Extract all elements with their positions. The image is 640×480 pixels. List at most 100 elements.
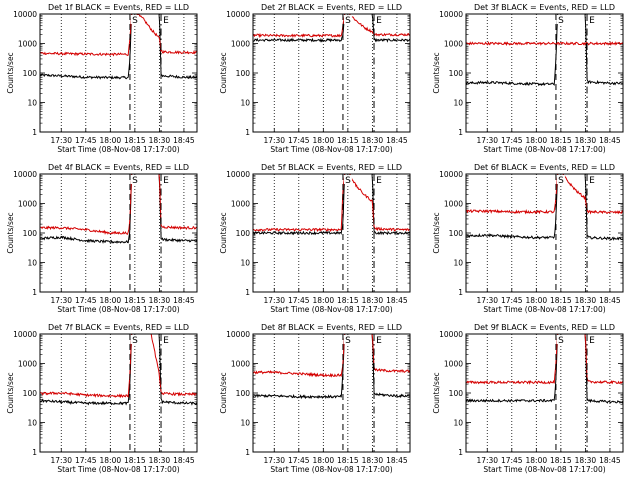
- series-line-lld: [253, 334, 410, 378]
- series-line-lld: [466, 174, 623, 215]
- x-tick-label: 18:30: [575, 456, 597, 465]
- series-line-lld: [40, 14, 197, 57]
- marker-label-e: E: [163, 16, 169, 26]
- marker-label-s: S: [345, 16, 351, 26]
- marker-label-e: E: [163, 176, 169, 186]
- x-tick-label: 18:45: [599, 136, 621, 145]
- y-tick-label: 10000: [439, 10, 463, 19]
- plot-area: [466, 174, 623, 241]
- y-tick-label: 1: [245, 128, 250, 137]
- chart-title: Det 7f BLACK = Events, RED = LLD: [48, 323, 189, 332]
- marker-label-bg: [162, 15, 171, 24]
- series-line-events: [253, 334, 410, 400]
- marker-label-bg: [588, 335, 597, 344]
- marker-label-s: S: [558, 16, 564, 26]
- y-tick-label: 1000: [18, 40, 37, 49]
- series-line-events: [253, 14, 410, 43]
- y-tick-label: 1: [245, 288, 250, 297]
- y-tick-label: 10000: [226, 10, 250, 19]
- y-tick-label: 100: [23, 69, 38, 78]
- marker-label-e: E: [589, 16, 595, 26]
- marker-label-e: E: [163, 336, 169, 346]
- marker-label-bg: [588, 175, 597, 184]
- y-tick-label: 1000: [18, 360, 37, 369]
- plot-frame: [465, 13, 624, 133]
- x-tick-label: 17:30: [476, 136, 498, 145]
- y-tick-label: 100: [236, 229, 251, 238]
- y-tick-label: 10000: [13, 170, 37, 179]
- y-tick-label: 100: [236, 389, 251, 398]
- y-axis-label: Counts/sec: [219, 52, 228, 93]
- x-tick-label: 18:15: [124, 456, 146, 465]
- x-tick-label: 18:15: [550, 136, 572, 145]
- x-axis-label: Start Time (08-Nov-08 17:17:00): [483, 145, 605, 154]
- x-tick-label: 18:45: [599, 296, 621, 305]
- series-line-events: [466, 334, 623, 404]
- x-tick-label: 18:15: [337, 456, 359, 465]
- y-tick-label: 100: [236, 69, 251, 78]
- series-line-lld: [253, 174, 410, 232]
- plot-area: [40, 334, 197, 406]
- x-tick-label: 18:00: [313, 456, 335, 465]
- chart-panel-4: Det 4f BLACK = Events, RED = LLD 17:30 17:…: [6, 163, 198, 314]
- x-tick-label: 18:30: [149, 456, 171, 465]
- chart-panel-5: Det 5f BLACK = Events, RED = LLD 17:30 17:…: [219, 163, 411, 314]
- y-tick-label: 100: [23, 229, 38, 238]
- y-tick-label: 1000: [231, 360, 250, 369]
- x-tick-label: 18:30: [149, 296, 171, 305]
- x-axis-label: Start Time (08-Nov-08 17:17:00): [483, 305, 605, 314]
- series-line-lld: [466, 334, 623, 385]
- y-tick-label: 1: [32, 288, 37, 297]
- x-tick-label: 17:30: [50, 456, 72, 465]
- x-tick-label: 17:30: [263, 456, 285, 465]
- y-axis-label: Counts/sec: [6, 372, 15, 413]
- chart-title: Det 6f BLACK = Events, RED = LLD: [474, 163, 615, 172]
- marker-label-e: E: [376, 176, 382, 186]
- y-axis-label: Counts/sec: [432, 212, 441, 253]
- x-tick-label: 17:30: [50, 136, 72, 145]
- marker-label-bg: [556, 15, 565, 24]
- chart-panel-7: Det 7f BLACK = Events, RED = LLD 17:30 17:…: [6, 323, 198, 474]
- y-tick-label: 1000: [231, 40, 250, 49]
- plot-frame: [39, 13, 198, 133]
- x-tick-label: 18:15: [337, 296, 359, 305]
- y-tick-label: 10: [453, 99, 463, 108]
- plot-area: [253, 174, 410, 236]
- chart-title: Det 5f BLACK = Events, RED = LLD: [261, 163, 402, 172]
- plot-frame: [465, 333, 624, 453]
- chart-panel-2: Det 2f BLACK = Events, RED = LLD 17:30 17:…: [219, 3, 411, 154]
- chart-title: Det 1f BLACK = Events, RED = LLD: [48, 3, 189, 12]
- chart-title: Det 4f BLACK = Events, RED = LLD: [48, 163, 189, 172]
- x-tick-label: 17:30: [50, 296, 72, 305]
- y-tick-label: 1: [245, 448, 250, 457]
- series-line-events: [40, 174, 197, 244]
- series-line-events: [466, 14, 623, 87]
- y-tick-label: 10000: [439, 330, 463, 339]
- chart-title: Det 8f BLACK = Events, RED = LLD: [261, 323, 402, 332]
- x-tick-label: 18:15: [550, 456, 572, 465]
- x-tick-label: 17:30: [263, 136, 285, 145]
- marker-label-e: E: [376, 336, 382, 346]
- chart-panel-1: Det 1f BLACK = Events, RED = LLD 17:30 17:…: [6, 3, 198, 154]
- y-tick-label: 10: [27, 99, 37, 108]
- y-tick-label: 100: [449, 69, 464, 78]
- chart-title: Det 9f BLACK = Events, RED = LLD: [474, 323, 615, 332]
- series-line-events: [40, 14, 197, 80]
- x-tick-label: 17:45: [288, 456, 310, 465]
- x-axis-label: Start Time (08-Nov-08 17:17:00): [270, 145, 392, 154]
- y-axis-label: Counts/sec: [6, 52, 15, 93]
- x-tick-label: 18:00: [313, 296, 335, 305]
- y-tick-label: 100: [449, 389, 464, 398]
- y-axis-label: Counts/sec: [219, 212, 228, 253]
- marker-label-bg: [588, 15, 597, 24]
- x-tick-label: 18:30: [362, 456, 384, 465]
- y-tick-label: 10: [453, 419, 463, 428]
- marker-label-s: S: [345, 176, 351, 186]
- x-tick-label: 18:15: [337, 136, 359, 145]
- y-tick-label: 1000: [444, 200, 463, 209]
- series-line-events: [40, 334, 197, 406]
- series-line-lld: [40, 174, 197, 235]
- marker-label-e: E: [589, 176, 595, 186]
- y-tick-label: 100: [23, 389, 38, 398]
- marker-label-bg: [162, 175, 171, 184]
